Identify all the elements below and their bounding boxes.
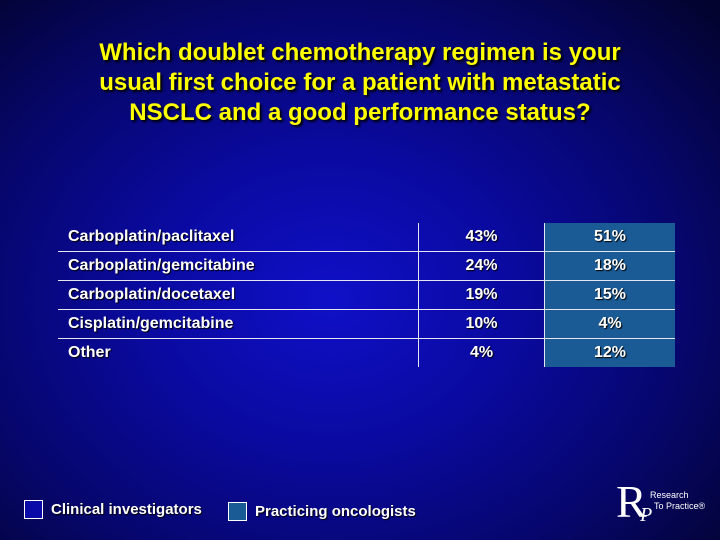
legend-label: Practicing oncologists [255,503,416,520]
title-line-2: usual first choice for a patient with me… [99,69,621,96]
logo-letter-p: P [640,504,653,526]
legend-clinical-investigators: Clinical investigators [24,500,202,519]
regimen-label: Cisplatin/gemcitabine [68,315,234,332]
table-row: Carboplatin/gemcitabine 24% 18% [58,251,675,281]
clinical-investigators-value: 24% [418,251,545,281]
title-line-3: NSCLC and a good performance status? [129,99,591,126]
table-row: Carboplatin/docetaxel 19% 15% [58,280,675,310]
clinical-investigators-value: 43% [418,223,545,252]
regimen-label: Carboplatin/docetaxel [68,286,236,303]
regimen-label: Carboplatin/paclitaxel [68,228,235,245]
clinical-investigators-swatch [24,500,43,519]
legend-label: Clinical investigators [51,501,202,518]
practicing-oncologists-value: 4% [544,309,675,339]
logo-text: Research To Practice® [650,490,705,512]
results-table: Carboplatin/paclitaxel 43% 51% Carboplat… [58,223,675,367]
clinical-investigators-value: 10% [418,309,545,339]
legend-practicing-oncologists: Practicing oncologists [228,502,416,521]
logo-line-2: To Practice® [654,501,706,511]
slide-title: Which doublet chemotherapy regimen is yo… [40,38,680,128]
logo-line-1: Research [650,490,689,500]
table-row: Cisplatin/gemcitabine 10% 4% [58,309,675,339]
practicing-oncologists-value: 15% [544,280,675,310]
clinical-investigators-value: 19% [418,280,545,310]
clinical-investigators-value: 4% [418,338,545,367]
regimen-label: Carboplatin/gemcitabine [68,257,255,274]
table-row: Other 4% 12% [58,338,675,367]
title-line-1: Which doublet chemotherapy regimen is yo… [99,39,621,66]
table-row: Carboplatin/paclitaxel 43% 51% [58,223,675,252]
practicing-oncologists-value: 51% [544,223,675,252]
logo-letter-r: R [616,476,647,527]
practicing-oncologists-swatch [228,502,247,521]
practicing-oncologists-value: 18% [544,251,675,281]
research-to-practice-logo: R P Research To Practice® [612,478,712,528]
regimen-label: Other [68,344,111,361]
practicing-oncologists-value: 12% [544,338,675,367]
